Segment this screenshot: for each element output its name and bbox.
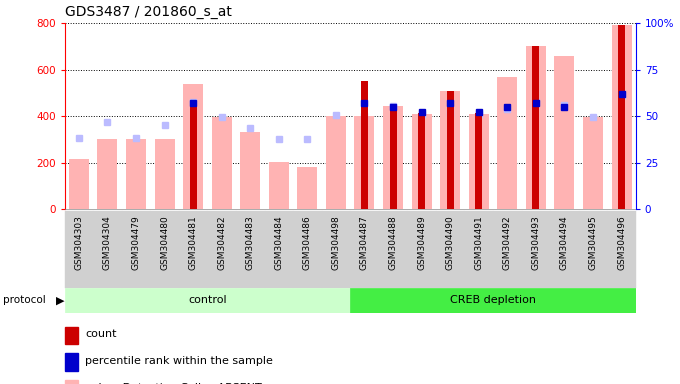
Bar [526, 46, 546, 209]
Text: value, Detection Call = ABSENT: value, Detection Call = ABSENT [85, 383, 262, 384]
Bar [607, 211, 636, 288]
Text: count: count [85, 329, 117, 339]
Bar [554, 56, 575, 209]
Text: GSM304479: GSM304479 [131, 215, 141, 270]
Text: ▶: ▶ [56, 295, 64, 306]
Text: GSM304483: GSM304483 [245, 215, 255, 270]
Bar [390, 107, 396, 209]
Bar [493, 211, 522, 288]
Bar [326, 116, 346, 209]
Text: GSM304495: GSM304495 [588, 215, 598, 270]
Bar [447, 91, 454, 209]
Bar [65, 211, 93, 288]
Text: protocol: protocol [3, 295, 46, 306]
Bar [532, 46, 539, 209]
Bar [379, 211, 407, 288]
Bar [297, 167, 318, 209]
Bar [179, 211, 207, 288]
Bar [411, 114, 432, 209]
Bar [190, 102, 197, 209]
Bar [265, 211, 293, 288]
Bar [236, 211, 265, 288]
Text: GSM304496: GSM304496 [617, 215, 626, 270]
Bar [464, 211, 493, 288]
Bar [469, 114, 489, 209]
Bar [65, 380, 78, 384]
Text: GSM304489: GSM304489 [417, 215, 426, 270]
Text: GSM304482: GSM304482 [217, 215, 226, 270]
Bar [383, 106, 403, 209]
Bar [407, 211, 436, 288]
Bar [350, 211, 379, 288]
Bar [65, 326, 78, 344]
Bar [350, 288, 636, 313]
Text: GSM304304: GSM304304 [103, 215, 112, 270]
Bar [154, 139, 175, 209]
Bar [436, 211, 464, 288]
Text: GDS3487 / 201860_s_at: GDS3487 / 201860_s_at [65, 5, 231, 19]
Bar [150, 211, 179, 288]
Bar [65, 353, 78, 371]
Bar [611, 25, 632, 209]
Text: GSM304491: GSM304491 [474, 215, 483, 270]
Bar [497, 76, 517, 209]
Bar [361, 81, 368, 209]
Bar [93, 211, 122, 288]
Bar [583, 118, 603, 209]
Bar [269, 162, 289, 209]
Bar [522, 211, 550, 288]
Bar [211, 118, 232, 209]
Text: GSM304484: GSM304484 [274, 215, 284, 270]
Bar [475, 113, 482, 209]
Bar [579, 211, 607, 288]
Bar [97, 139, 118, 209]
Bar [240, 132, 260, 209]
Text: GSM304494: GSM304494 [560, 215, 569, 270]
Bar [293, 211, 322, 288]
Bar [65, 288, 350, 313]
Text: GSM304488: GSM304488 [388, 215, 398, 270]
Text: GSM304486: GSM304486 [303, 215, 312, 270]
Bar [69, 159, 89, 209]
Text: GSM304481: GSM304481 [188, 215, 198, 270]
Text: GSM304480: GSM304480 [160, 215, 169, 270]
Bar [354, 116, 375, 209]
Text: GSM304498: GSM304498 [331, 215, 341, 270]
Bar [418, 113, 425, 209]
Text: GSM304493: GSM304493 [531, 215, 541, 270]
Text: GSM304303: GSM304303 [74, 215, 84, 270]
Bar [440, 91, 460, 209]
Text: GSM304487: GSM304487 [360, 215, 369, 270]
Bar [322, 211, 350, 288]
Bar [122, 211, 150, 288]
Bar [126, 139, 146, 209]
Text: control: control [188, 295, 226, 306]
Text: GSM304490: GSM304490 [445, 215, 455, 270]
Bar [550, 211, 579, 288]
Text: GSM304492: GSM304492 [503, 215, 512, 270]
Bar [183, 84, 203, 209]
Bar [207, 211, 236, 288]
Bar [618, 25, 625, 209]
Text: CREB depletion: CREB depletion [450, 295, 536, 306]
Text: percentile rank within the sample: percentile rank within the sample [85, 356, 273, 366]
